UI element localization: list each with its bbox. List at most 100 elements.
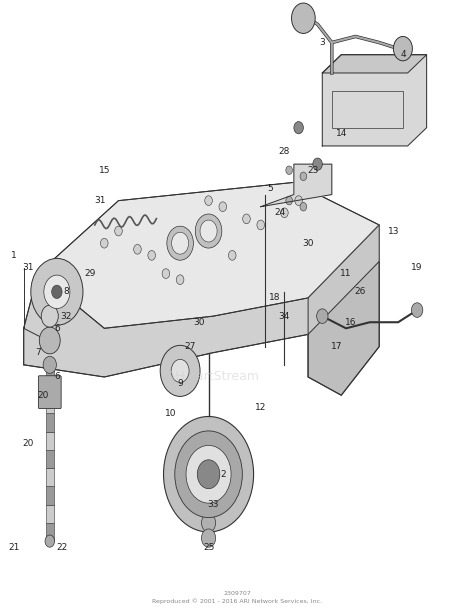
Text: 1: 1 [11, 251, 17, 260]
Circle shape [175, 431, 242, 517]
Circle shape [52, 285, 62, 299]
Text: 8: 8 [64, 288, 69, 296]
Polygon shape [322, 55, 427, 73]
Circle shape [201, 514, 216, 532]
Text: 20: 20 [23, 440, 34, 448]
Circle shape [134, 244, 141, 254]
Text: 17: 17 [331, 342, 342, 351]
Text: 3: 3 [319, 38, 325, 47]
Text: 5: 5 [267, 184, 273, 193]
Text: 2: 2 [220, 470, 226, 478]
Circle shape [201, 529, 216, 547]
Circle shape [43, 356, 56, 373]
Circle shape [228, 250, 236, 260]
Circle shape [41, 305, 58, 327]
Polygon shape [322, 55, 427, 146]
Circle shape [411, 303, 423, 317]
Circle shape [39, 327, 60, 354]
Text: 10: 10 [165, 409, 176, 418]
Circle shape [197, 460, 220, 489]
Text: 16: 16 [345, 318, 356, 326]
Text: 12: 12 [255, 403, 266, 412]
Circle shape [200, 220, 217, 242]
Text: 20: 20 [37, 391, 48, 399]
Text: 6: 6 [54, 324, 60, 333]
Text: AH PartStream: AH PartStream [167, 370, 259, 384]
Circle shape [176, 275, 184, 285]
Text: 14: 14 [336, 130, 347, 138]
Circle shape [31, 258, 83, 325]
Text: 28: 28 [279, 148, 290, 156]
Text: 4: 4 [400, 50, 406, 59]
Circle shape [294, 122, 303, 134]
Circle shape [115, 226, 122, 236]
Bar [46, 523, 54, 541]
Circle shape [300, 202, 307, 211]
Circle shape [313, 158, 322, 170]
Circle shape [164, 416, 254, 532]
Circle shape [44, 275, 70, 308]
Circle shape [172, 232, 189, 254]
Text: 27: 27 [184, 342, 195, 351]
Circle shape [160, 345, 200, 396]
Text: 22: 22 [56, 543, 67, 551]
Text: 29: 29 [84, 269, 96, 278]
Circle shape [393, 36, 412, 61]
Polygon shape [308, 225, 379, 395]
Circle shape [300, 172, 307, 181]
Text: 2309707: 2309707 [223, 591, 251, 596]
Circle shape [219, 202, 227, 212]
Circle shape [162, 269, 170, 278]
Bar [46, 365, 54, 395]
Text: 18: 18 [269, 294, 281, 302]
Polygon shape [261, 164, 332, 207]
Circle shape [171, 359, 189, 382]
Text: 15: 15 [99, 166, 110, 174]
Circle shape [257, 220, 264, 230]
Circle shape [167, 226, 193, 260]
Text: 19: 19 [411, 263, 423, 272]
Text: 30: 30 [302, 239, 314, 247]
Text: 32: 32 [61, 312, 72, 320]
Polygon shape [38, 182, 379, 328]
Bar [46, 432, 54, 450]
Circle shape [292, 3, 315, 33]
Text: 7: 7 [35, 348, 41, 357]
Circle shape [286, 196, 292, 205]
Circle shape [195, 214, 222, 248]
Circle shape [295, 196, 302, 206]
Text: 6: 6 [54, 373, 60, 381]
Circle shape [317, 309, 328, 323]
Text: 24: 24 [274, 209, 285, 217]
Polygon shape [308, 261, 379, 395]
Polygon shape [24, 225, 379, 377]
Bar [46, 486, 54, 505]
Bar [46, 395, 54, 413]
Text: 31: 31 [23, 263, 34, 272]
Bar [46, 413, 54, 432]
Bar [46, 468, 54, 486]
Text: 30: 30 [193, 318, 205, 326]
Circle shape [186, 445, 231, 503]
Circle shape [243, 214, 250, 224]
Text: Reproduced © 2001 - 2016 ARI Network Services, Inc.: Reproduced © 2001 - 2016 ARI Network Ser… [152, 598, 322, 604]
Circle shape [100, 238, 108, 248]
Circle shape [286, 166, 292, 174]
Text: 25: 25 [203, 543, 214, 551]
Text: 13: 13 [388, 227, 399, 235]
Text: 31: 31 [94, 196, 105, 205]
FancyBboxPatch shape [38, 376, 61, 409]
Circle shape [45, 535, 55, 547]
Circle shape [205, 196, 212, 206]
Circle shape [148, 250, 155, 260]
Text: 26: 26 [355, 288, 366, 296]
Text: 33: 33 [208, 500, 219, 509]
Text: 34: 34 [279, 312, 290, 320]
Bar [46, 450, 54, 468]
Circle shape [281, 208, 288, 218]
Text: 11: 11 [340, 269, 352, 278]
Text: 21: 21 [9, 543, 20, 551]
Text: 23: 23 [307, 166, 319, 174]
Text: 9: 9 [177, 379, 183, 387]
Bar [46, 505, 54, 523]
